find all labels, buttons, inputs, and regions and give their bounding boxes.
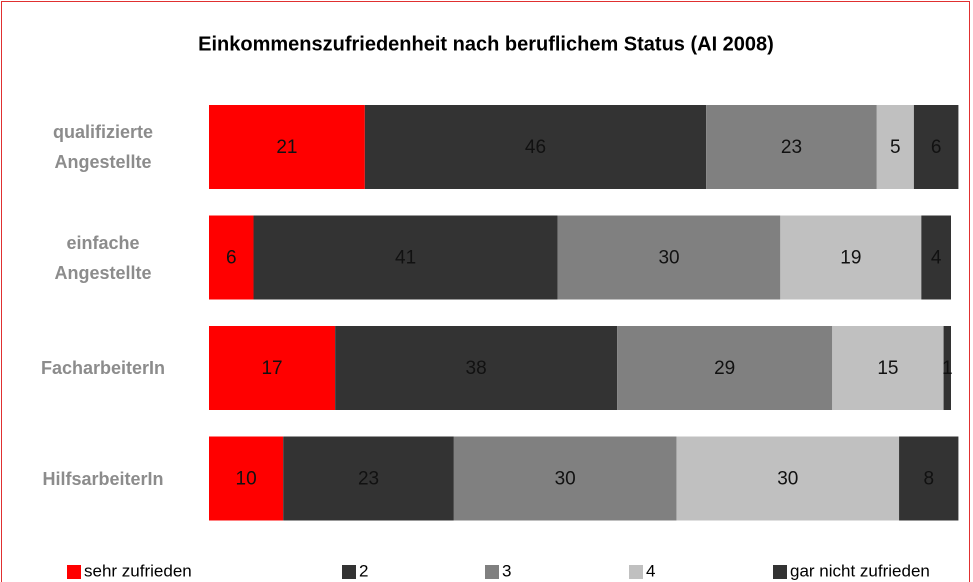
data-label: 21 — [276, 137, 297, 158]
data-label: 6 — [226, 248, 237, 269]
bar-segment — [209, 105, 365, 189]
bar-segment — [617, 326, 833, 410]
legend-label: sehr zufrieden — [84, 561, 192, 580]
data-label: 4 — [931, 248, 942, 269]
bar-segment — [253, 215, 558, 300]
bar-segment — [209, 326, 336, 410]
category-label: FacharbeiterIn — [40, 358, 166, 378]
bar-segment — [921, 215, 951, 300]
data-label: 5 — [890, 137, 901, 158]
data-label: 1 — [942, 358, 953, 379]
data-label: 6 — [931, 137, 942, 158]
legend-swatch — [485, 565, 499, 579]
legend-label: gar nicht zufrieden — [790, 561, 930, 580]
data-label: 30 — [555, 469, 576, 490]
bar-segment — [943, 326, 951, 410]
data-label: 15 — [877, 358, 898, 379]
bar-segment — [780, 215, 922, 300]
bar-segment — [209, 215, 254, 300]
bar-segment — [706, 105, 877, 189]
data-label: 38 — [466, 358, 487, 379]
bar-segment — [557, 215, 781, 300]
category-label: HilfsarbeiterIn — [42, 468, 164, 489]
bar-segment — [364, 105, 707, 189]
bar-segment — [899, 436, 959, 521]
legend-swatch — [342, 565, 356, 579]
data-label: 17 — [261, 358, 282, 379]
data-label: 23 — [781, 137, 802, 158]
chart-title: Einkommenszufriedenheit nach beruflichem… — [198, 33, 774, 55]
legend-label: 3 — [502, 561, 511, 580]
category-label: einfache Angestellte — [54, 232, 152, 283]
bar-segment — [335, 326, 618, 410]
data-label: 10 — [236, 469, 257, 490]
data-label: 29 — [714, 358, 735, 379]
data-label: 41 — [395, 248, 416, 269]
bar-segment — [913, 105, 959, 189]
data-label: 30 — [658, 248, 679, 269]
data-label: 46 — [525, 137, 546, 158]
legend-swatch — [67, 565, 81, 579]
bar-segment — [209, 436, 284, 521]
data-label: 8 — [923, 469, 934, 490]
data-label: 19 — [840, 248, 861, 269]
data-label: 30 — [777, 469, 798, 490]
bar-segment — [832, 326, 944, 410]
legend-label: 2 — [359, 561, 368, 580]
category-label: qualifizierte Angestellte — [52, 122, 154, 172]
legend-swatch — [629, 565, 643, 579]
data-label: 23 — [358, 469, 379, 490]
legend-label: 4 — [646, 561, 655, 580]
bar-segment — [453, 436, 677, 521]
bar-segment — [876, 105, 914, 189]
bar-segment — [676, 436, 900, 521]
legend-swatch — [773, 565, 787, 579]
bar-segment — [283, 436, 454, 521]
